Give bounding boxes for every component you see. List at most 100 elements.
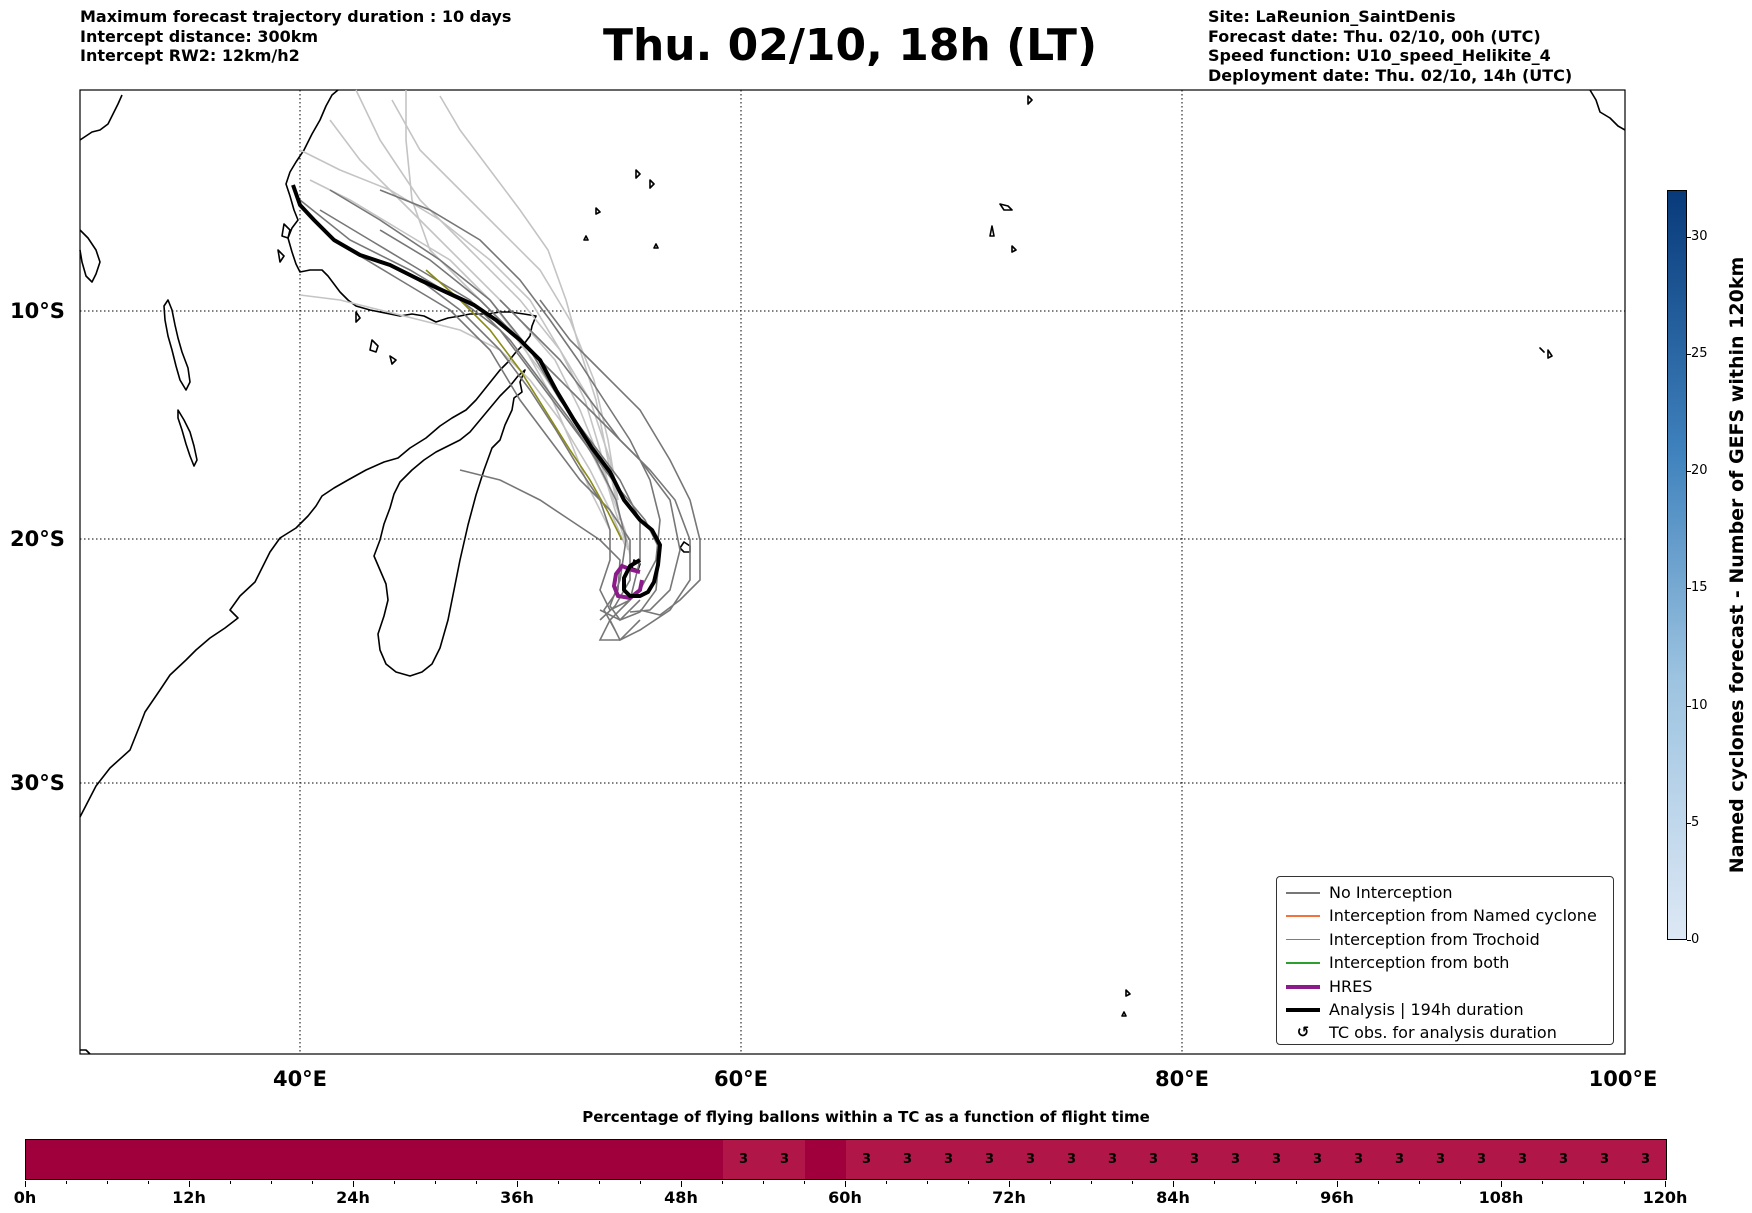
light-track-8 — [391, 99, 619, 501]
strip-cell — [1584, 1140, 1625, 1179]
mauritius-coast — [679, 541, 691, 553]
colorbar-tick-mark — [1687, 822, 1691, 824]
colorbar-tick-mark — [1687, 354, 1691, 356]
strip-cell-value: 3 — [1435, 1152, 1446, 1167]
grey-track-5 — [419, 279, 631, 612]
strip-cell-value: 3 — [984, 1152, 995, 1167]
trochoid-interception-track — [425, 269, 623, 541]
lon-label-80e: 80°E — [1155, 1067, 1209, 1091]
strip-cell — [969, 1140, 1010, 1179]
strip-cell-value: 3 — [779, 1152, 790, 1167]
strip-cell — [1297, 1140, 1338, 1179]
colorbar-tick-mark — [1687, 705, 1691, 707]
strip-major-tick — [681, 1181, 682, 1187]
lat-label-10s: 10°S — [10, 299, 65, 323]
madagascar-coast — [373, 369, 526, 677]
colorbar — [1667, 190, 1687, 940]
strip-minor-tick — [394, 1181, 395, 1184]
strip-minor-tick — [435, 1181, 436, 1184]
legend-item-analysis: Analysis | 194h duration — [1277, 998, 1613, 1021]
strip-cell-value: 3 — [1230, 1152, 1241, 1167]
legend-line-analysis — [1286, 1007, 1320, 1012]
colorbar-tick-label: 30 — [1691, 228, 1708, 244]
legend-label: Analysis | 194h duration — [1329, 999, 1524, 1019]
strip-minor-tick — [1214, 1181, 1215, 1184]
zanzibar-coast — [277, 223, 291, 263]
strip-major-tick — [189, 1181, 190, 1187]
grey-track-1 — [299, 199, 661, 621]
strip-x-label: 108h — [1478, 1188, 1524, 1207]
legend-label: TC obs. for analysis duration — [1329, 1023, 1557, 1043]
graticule — [80, 90, 1625, 1054]
strip-cell-value: 3 — [1066, 1152, 1077, 1167]
strip-cell — [1215, 1140, 1256, 1179]
africa-coast — [79, 89, 537, 818]
strip-cell-value: 3 — [1189, 1152, 1200, 1167]
strip-minor-tick — [271, 1181, 272, 1184]
strip-minor-tick — [1419, 1181, 1420, 1184]
strip-major-tick — [353, 1181, 354, 1187]
colorbar-tick-mark — [1687, 471, 1691, 473]
grey-track-6 — [459, 469, 621, 631]
colorbar-tick-mark — [1687, 236, 1691, 238]
strip-cell — [1461, 1140, 1502, 1179]
legend-line-hres — [1286, 984, 1320, 989]
strip-cell-value: 3 — [1025, 1152, 1036, 1167]
grey-track-7 — [379, 189, 661, 607]
trajectory-info: Maximum forecast trajectory duration : 1… — [80, 7, 511, 66]
lon-label-40e: 40°E — [273, 1067, 327, 1091]
map-legend: No Interception Interception from Named … — [1276, 876, 1614, 1045]
strip-minor-tick — [107, 1181, 108, 1184]
strip-minor-tick — [66, 1181, 67, 1184]
colorbar-tick-label: 25 — [1691, 346, 1708, 362]
legend-label: Interception from both — [1329, 953, 1510, 973]
light-track-1 — [405, 90, 631, 556]
strip-minor-tick — [1091, 1181, 1092, 1184]
strip-major-tick — [25, 1181, 26, 1187]
strip-cell — [1379, 1140, 1420, 1179]
strip-cell-value: 3 — [1517, 1152, 1528, 1167]
legend-item-named-cyclone: Interception from Named cyclone — [1277, 904, 1613, 927]
forecast-info: Site: LaReunion_SaintDenis Forecast date… — [1208, 7, 1572, 85]
lon-label-100e: 100°E — [1589, 1067, 1658, 1091]
grey-track-8 — [499, 299, 691, 642]
strip-cell-value: 3 — [1476, 1152, 1487, 1167]
analysis-track — [291, 184, 662, 598]
strip-cell-value: 3 — [1312, 1152, 1323, 1167]
strip-cell — [1502, 1140, 1543, 1179]
strip-x-label: 72h — [992, 1188, 1026, 1207]
strip-major-tick — [1665, 1181, 1666, 1187]
legend-item-both: Interception from both — [1277, 951, 1613, 974]
coastlines — [79, 89, 1626, 1055]
strip-minor-tick — [1255, 1181, 1256, 1184]
legend-item-tc-obs: ↺ TC obs. for analysis duration — [1277, 1021, 1613, 1044]
strip-minor-tick — [476, 1181, 477, 1184]
strip-major-tick — [1337, 1181, 1338, 1187]
no-interception-tracks — [299, 189, 701, 642]
islands-south — [1121, 989, 1131, 1017]
lat-label-30s: 30°S — [10, 771, 65, 795]
light-track-6 — [309, 179, 611, 531]
strip-cell — [26, 1140, 723, 1179]
legend-line-no-interception — [1286, 892, 1320, 894]
legend-line-trochoid — [1286, 938, 1320, 941]
strip-cell — [1051, 1140, 1092, 1179]
strip-cell — [1625, 1140, 1666, 1179]
strip-x-label: 84h — [1156, 1188, 1190, 1207]
colorbar-tick-label: 20 — [1691, 463, 1708, 479]
strip-minor-tick — [312, 1181, 313, 1184]
strip-minor-tick — [804, 1181, 805, 1184]
strip-minor-tick — [886, 1181, 887, 1184]
grey-track-9 — [539, 299, 701, 616]
legend-line-named-cyclone — [1286, 915, 1320, 917]
strip-cell-value: 3 — [902, 1152, 913, 1167]
info-forecast-date: Forecast date: Thu. 02/10, 00h (UTC) — [1208, 26, 1541, 46]
percentage-strip: 3 3 3 3 3 3 3 3 3 3 3 3 3 3 3 3 3 3 3 3 3 3 — [25, 1139, 1667, 1180]
strip-minor-tick — [599, 1181, 600, 1184]
strip-minor-tick — [927, 1181, 928, 1184]
colorbar-tick-label: 15 — [1691, 580, 1708, 596]
colorbar-title: Named cyclones forecast - Number of GEFS… — [1726, 256, 1748, 874]
strip-x-label: 12h — [172, 1188, 206, 1207]
strip-cell — [723, 1140, 764, 1179]
info-speed-function: Speed function: U10_speed_Helikite_4 — [1208, 46, 1551, 65]
